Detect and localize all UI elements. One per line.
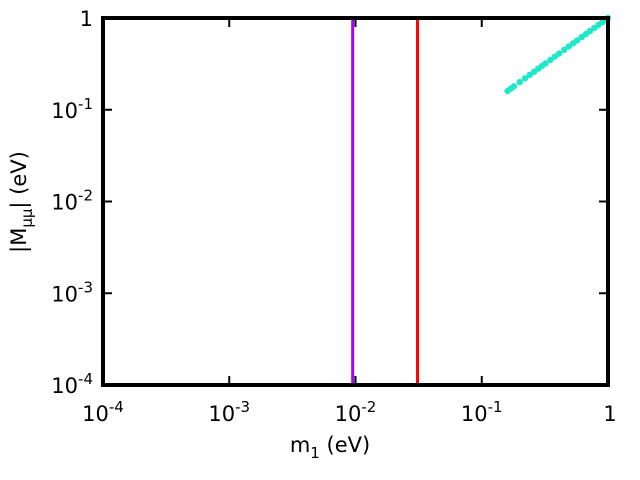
x-tick-label: 10-3 [208, 398, 250, 426]
y-tick-label: 1 [80, 7, 93, 31]
y-tick-label: 10-3 [51, 278, 93, 306]
y-tick-label: 10-1 [51, 95, 93, 123]
x-tick-label: 10-1 [461, 398, 503, 426]
y-tick-labels: 10-4 10-3 10-2 10-1 1 [51, 7, 93, 398]
data-point [516, 78, 523, 86]
data-point [555, 50, 563, 57]
data-point [573, 37, 581, 44]
x-tick-label: 10-2 [335, 398, 377, 426]
x-tick-label: 1 [603, 402, 616, 426]
y-tick-label: 10-4 [51, 370, 93, 398]
x-axis-label: m1 (eV) [290, 433, 370, 462]
x-tick-label: 10-4 [82, 398, 124, 426]
data-points [504, 14, 612, 95]
data-point [521, 75, 529, 82]
data-point [586, 27, 594, 35]
y-axis-label: |Mμμ| (eV) [7, 151, 36, 253]
y-tick-label: 10-2 [51, 187, 93, 215]
reference-lines [351, 18, 420, 385]
data-point [561, 46, 568, 54]
data-point [510, 83, 518, 90]
plot-frame [101, 16, 610, 387]
data-point [526, 71, 533, 79]
x-tick-labels: 10-4 10-3 10-2 10-1 1 [82, 398, 617, 426]
data-point [542, 60, 549, 67]
data-point [547, 56, 554, 64]
